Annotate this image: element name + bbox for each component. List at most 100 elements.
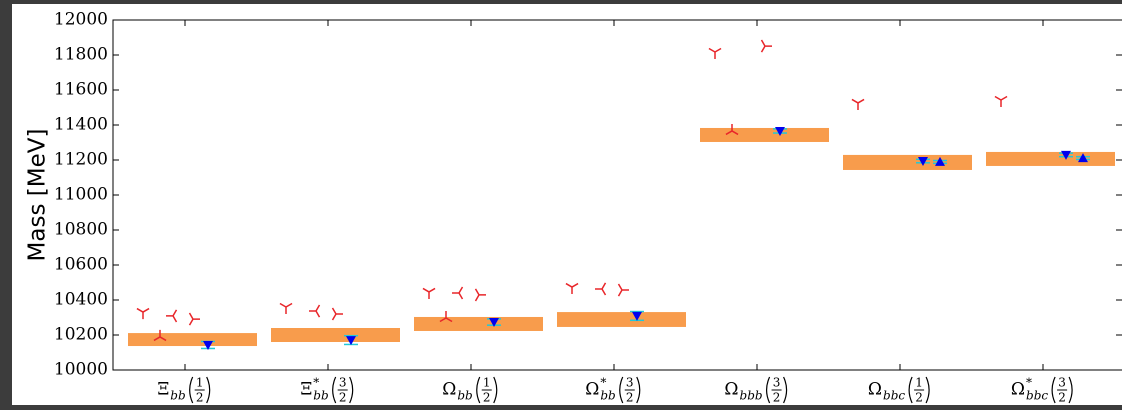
marker	[188, 312, 200, 326]
label-superscript: *	[1026, 376, 1032, 390]
band	[271, 328, 400, 342]
paren	[1051, 376, 1056, 404]
label-numerator: 1	[196, 376, 204, 390]
label-numerator: 1	[915, 376, 923, 390]
paren	[189, 376, 194, 404]
paren	[349, 376, 354, 404]
marker	[935, 156, 945, 166]
paren	[476, 376, 481, 404]
paren	[908, 376, 913, 404]
label-symbol: Ω	[868, 380, 882, 400]
paren	[925, 376, 930, 404]
paren	[493, 376, 498, 404]
label-denominator: 2	[339, 391, 347, 405]
label-subscript: bbb	[740, 389, 763, 403]
y-tick-label: 11000	[54, 185, 108, 205]
marker	[346, 336, 356, 346]
y-tick-label: 12000	[54, 10, 108, 30]
marker	[775, 126, 785, 136]
band	[128, 333, 257, 347]
paren	[332, 376, 337, 404]
marker	[439, 311, 453, 323]
label-subscript: bb	[600, 389, 615, 403]
label-numerator: 1	[483, 376, 491, 390]
marker	[595, 282, 607, 296]
label-superscript: *	[600, 376, 606, 390]
label-superscript: *	[313, 376, 319, 390]
marker	[565, 282, 579, 295]
marker	[153, 329, 167, 342]
label-subscript: bb	[313, 389, 328, 403]
label-numerator: 3	[773, 376, 781, 390]
y-tick-label: 11400	[54, 115, 108, 135]
paren	[765, 376, 771, 404]
label-denominator: 2	[773, 391, 781, 405]
label-symbol: Ω	[724, 380, 738, 400]
marker	[994, 95, 1008, 107]
marker	[474, 288, 486, 302]
marker	[1078, 153, 1088, 163]
band	[414, 316, 543, 331]
y-tick-label: 11600	[54, 80, 108, 100]
paren	[206, 376, 211, 404]
marker	[851, 98, 865, 110]
paren	[619, 376, 624, 404]
marker	[632, 311, 642, 321]
marker	[203, 340, 213, 350]
label-symbol: Ω	[585, 380, 599, 400]
marker	[760, 39, 772, 53]
label-subscript: bbc	[1026, 389, 1048, 403]
marker	[279, 302, 293, 314]
band	[557, 312, 686, 327]
marker	[1061, 150, 1071, 160]
label-symbol: Ω	[1011, 380, 1025, 400]
paren	[636, 376, 641, 404]
y-tick-label: 10000	[54, 360, 108, 380]
label-denominator: 2	[915, 391, 923, 405]
marker	[617, 283, 629, 297]
label-symbol: Ω	[442, 380, 456, 400]
marker	[136, 307, 150, 320]
label-subscript: bbc	[883, 389, 905, 403]
label-denominator: 2	[196, 391, 204, 405]
label-numerator: 3	[339, 376, 347, 390]
marker	[708, 47, 722, 60]
marker	[489, 318, 499, 328]
label-subscript: bb	[457, 389, 472, 403]
label-denominator: 2	[626, 391, 634, 405]
label-denominator: 2	[483, 391, 491, 405]
y-tick-label: 11200	[54, 150, 108, 170]
y-tick-label: 10200	[54, 325, 108, 345]
marker	[309, 304, 321, 318]
band	[700, 127, 829, 142]
y-tick-label: 10400	[54, 290, 108, 310]
y-tick-label: 10600	[54, 255, 108, 275]
label-denominator: 2	[1058, 391, 1066, 405]
marker	[918, 157, 928, 167]
marker	[452, 286, 464, 300]
paren	[1068, 376, 1073, 404]
y-tick-label: 11800	[54, 45, 108, 65]
band	[986, 151, 1115, 166]
label-numerator: 3	[626, 376, 634, 390]
label-subscript: bb	[170, 389, 185, 403]
y-tick-label: 10800	[54, 220, 108, 240]
marker	[422, 287, 436, 299]
y-axis-label: Mass [MeV]	[25, 129, 51, 262]
marker	[725, 123, 739, 136]
label-numerator: 3	[1058, 376, 1066, 390]
label-symbol: Ξ	[300, 380, 312, 400]
band	[843, 154, 972, 170]
label-symbol: Ξ	[157, 380, 169, 400]
marker	[331, 307, 343, 321]
paren	[783, 376, 788, 404]
marker	[166, 309, 178, 323]
